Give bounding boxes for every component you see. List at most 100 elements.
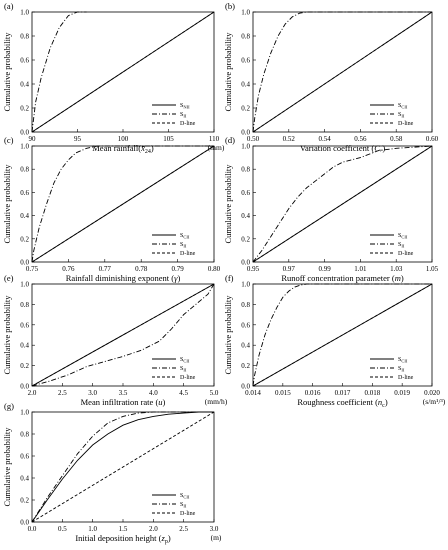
y-tick-label: 0.4: [241, 342, 250, 350]
x-tick-label: 0.95: [247, 265, 260, 273]
panel-b: (b)0.00.20.40.60.81.00.50 0.52 0.54 0.56 0.5…: [223, 1, 439, 153]
series-line-sii: [252, 283, 432, 387]
x-tick-label: 4.0: [149, 389, 158, 397]
x-axis-unit: (mm): [208, 143, 225, 152]
series-line-d-line: [31, 411, 215, 523]
x-tick-label: 3.5: [119, 389, 128, 397]
legend-label: SCII: [180, 233, 190, 240]
x-tick-label: 0.019: [394, 389, 410, 397]
legend-label: D-line: [180, 251, 196, 257]
x-tick-label: 0.75: [26, 265, 39, 273]
y-tick-label: 0.0: [241, 383, 250, 391]
x-tick-label: 0.015: [275, 389, 291, 397]
x-tick-label: 3.0: [88, 389, 97, 397]
series-line-d-line: [252, 283, 433, 387]
panel-a: (a)0.00.20.40.60.81.090 95 100 105 110Cumula…: [2, 1, 225, 155]
y-tick-label: 0.6: [20, 57, 29, 65]
y-tick-label: 1.0: [241, 9, 250, 17]
y-tick-label: 0.4: [20, 81, 29, 89]
x-tick-label: 0.77: [99, 265, 112, 273]
series-line-d-line: [252, 11, 433, 133]
x-tick-label: 0.52: [283, 135, 296, 143]
x-tick-label: 0.78: [135, 265, 148, 273]
y-tick-label: 0.4: [20, 212, 29, 220]
y-tick-label: 0.4: [241, 81, 250, 89]
y-axis-label: Cumulative probability: [223, 295, 233, 375]
x-tick-label: 2.5: [179, 525, 188, 533]
legend-label: SCII: [398, 357, 408, 364]
x-axis-label: Mean infiltration rate (u): [81, 397, 166, 407]
legend-label: SCII: [180, 493, 190, 500]
series-line-scii: [31, 283, 215, 387]
x-axis-label: Rainfall diminishing exponent (γ): [66, 273, 181, 283]
x-tick-label: 0.016: [305, 389, 321, 397]
series-line-d-line: [31, 145, 215, 263]
y-tick-label: 0.8: [241, 301, 250, 309]
y-tick-label: 0.2: [241, 362, 250, 370]
panel-label: (d): [225, 135, 235, 145]
legend-label: SCII: [398, 103, 408, 110]
series-line-sii: [252, 145, 433, 263]
x-tick-label: 0.014: [245, 389, 261, 397]
y-tick-label: 0.6: [241, 57, 250, 65]
legend-label: D-line: [398, 251, 414, 257]
legend-label: D-line: [180, 511, 196, 517]
y-tick-label: 0.4: [20, 475, 29, 483]
legend-label: SII: [398, 112, 405, 119]
x-tick-label: 0.79: [171, 265, 184, 273]
x-tick-label: 0.017: [335, 389, 351, 397]
series-line-sii: [252, 11, 432, 133]
x-tick-label: 1.0: [88, 525, 97, 533]
x-tick-label: 0.80: [208, 265, 221, 273]
x-axis-unit: (s/m¹/³): [423, 397, 446, 406]
panel-label: (a): [4, 1, 14, 11]
x-tick-label: 0.018: [364, 389, 380, 397]
series-line-sii: [31, 411, 214, 523]
panel-f: (f) 0.0 0.2 0.4 0.6 0.8 1.0 0.014 0.015 0.016 0.01…: [223, 273, 446, 409]
y-tick-label: 0.6: [241, 189, 250, 197]
x-tick-label: 5.0: [210, 389, 219, 397]
legend-label: SII: [398, 366, 405, 373]
y-tick-label: 0.0: [20, 383, 29, 391]
y-axis-label: Cumulative probability: [2, 427, 12, 507]
y-tick-label: 0.8: [241, 166, 250, 174]
x-axis-label: Runoff concentration parameter (m): [281, 273, 404, 283]
y-tick-label: 0.0: [241, 259, 250, 267]
y-axis-label: Cumulative probability: [2, 32, 12, 112]
panel-c: (c) 0.0 0.2 0.4 0.6 0.8 1.0 0.75 0.76 0.77 0.78 0.7…: [2, 135, 221, 283]
y-tick-label: 0.8: [20, 431, 29, 439]
x-tick-label: 4.5: [179, 389, 188, 397]
y-tick-label: 0.2: [20, 497, 29, 505]
x-tick-label: 0.56: [354, 135, 367, 143]
x-axis-label: Mean rainfall(x̄24): [92, 143, 154, 155]
panel-label: (b): [225, 1, 235, 11]
y-tick-label: 0.0: [20, 259, 29, 267]
series-line-sii: [31, 11, 87, 133]
y-tick-label: 1.0: [20, 143, 29, 151]
panel-e: (e) 0.0 0.2 0.4 0.6 0.8 1.0 2.0 2.5 3.0 3.5 4.0 4.5 5…: [2, 273, 228, 407]
x-axis-unit: (m): [211, 533, 222, 542]
legend-label: D-line: [180, 121, 196, 127]
y-tick-label: 0.8: [20, 301, 29, 309]
legend-label: SCII: [398, 233, 408, 240]
series-line-sii: [31, 283, 215, 387]
y-tick-label: 0.2: [20, 362, 29, 370]
x-tick-label: 0.0: [28, 525, 37, 533]
x-tick-label: 2.0: [149, 525, 158, 533]
y-tick-label: 0.2: [20, 235, 29, 243]
legend-label: SII: [180, 366, 187, 373]
x-tick-label: 3.0: [210, 525, 219, 533]
x-tick-label: 1.03: [390, 265, 403, 273]
y-tick-label: 0.6: [20, 453, 29, 461]
legend-label: D-line: [398, 375, 414, 381]
legend-label: SII: [180, 112, 187, 119]
x-tick-label: 0.58: [390, 135, 403, 143]
panel-label: (e): [4, 273, 14, 283]
legend-label: SCII: [180, 357, 190, 364]
y-tick-label: 0.0: [20, 129, 29, 137]
x-tick-label: 1.01: [354, 265, 367, 273]
y-tick-label: 0.0: [241, 129, 250, 137]
panel-label: (g): [4, 401, 14, 411]
plot-frame: [252, 145, 433, 263]
x-axis-label: Initial deposition height (zp): [75, 533, 170, 545]
